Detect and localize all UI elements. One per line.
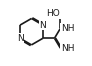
Text: NH: NH (61, 24, 74, 33)
Text: N: N (17, 34, 23, 43)
Text: HO: HO (46, 10, 60, 18)
Text: NH: NH (61, 44, 74, 53)
Text: N: N (40, 21, 46, 30)
